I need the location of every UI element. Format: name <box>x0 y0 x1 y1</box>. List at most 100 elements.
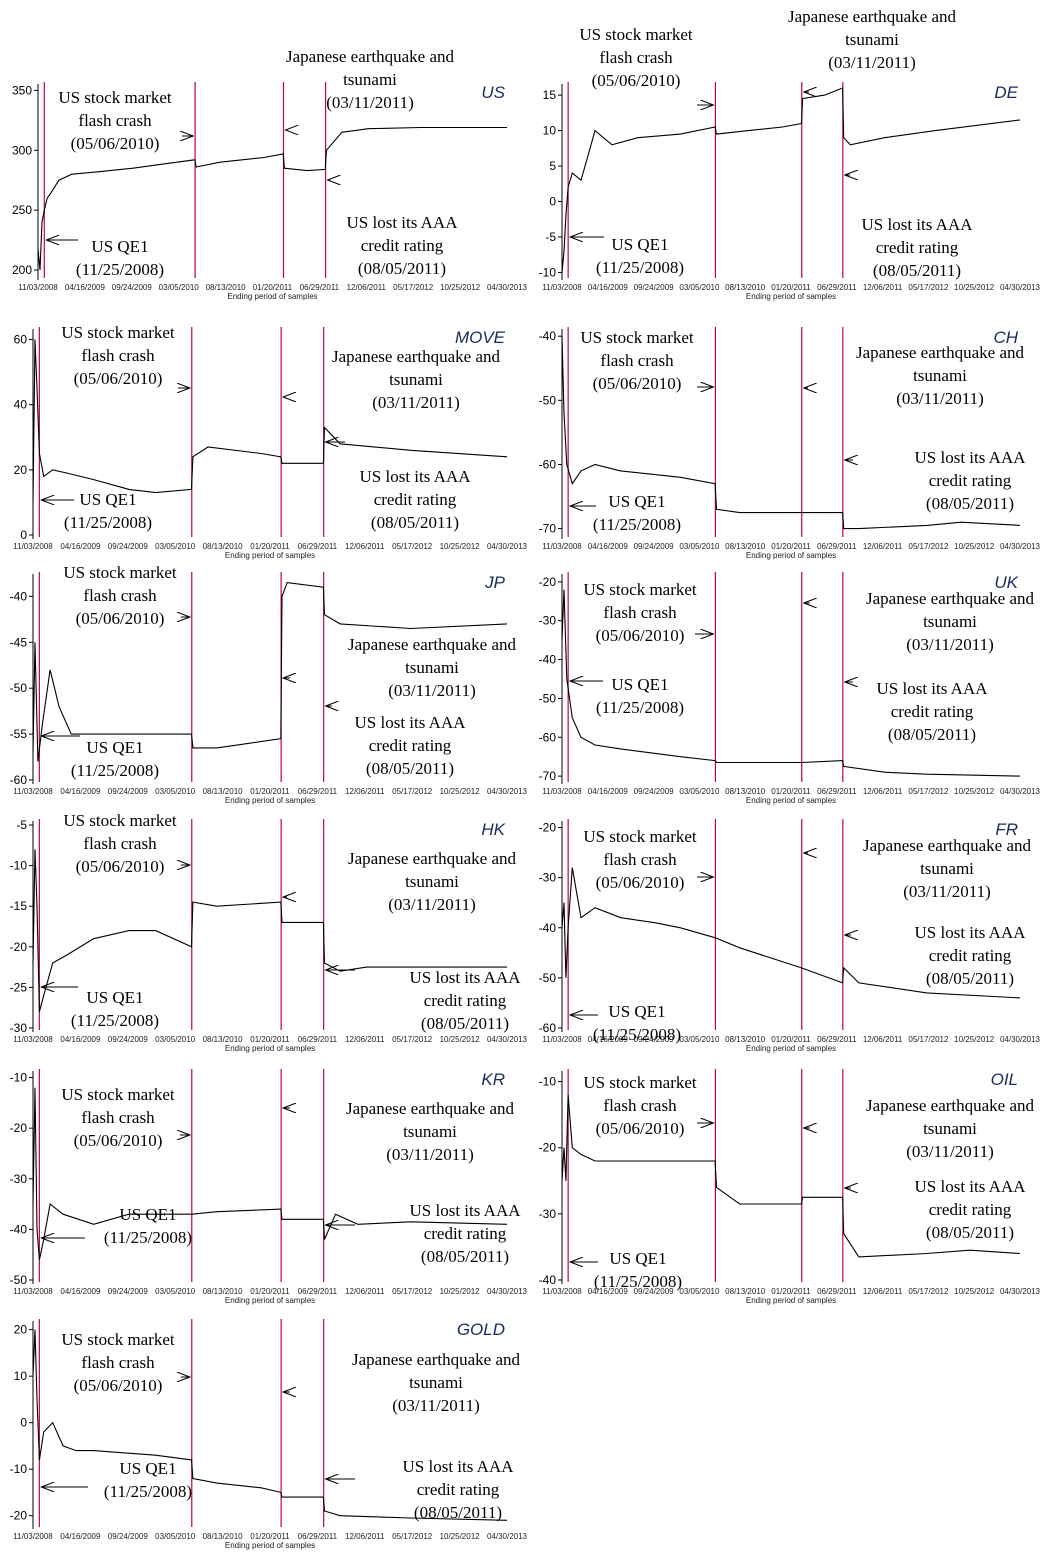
x-tick-label: 03/05/2010 <box>155 1035 196 1044</box>
annotation-text: (05/06/2010) <box>74 369 163 388</box>
annotation-text: credit rating <box>369 736 452 755</box>
x-tick-label: 12/06/2011 <box>863 1035 903 1044</box>
series-line <box>561 336 1021 530</box>
x-tick-label: 03/05/2010 <box>679 542 720 551</box>
annotation-text: tsunami <box>389 370 443 389</box>
annotation-text: US QE1 <box>608 492 665 511</box>
y-tick-label: -30 <box>539 871 557 885</box>
x-axis-label: Ending period of samples <box>746 1296 836 1305</box>
y-tick-label: -60 <box>539 457 557 471</box>
annotation-text: US stock market <box>583 827 697 846</box>
annotation-qe1: US QE1 (11/25/2008) <box>570 1249 682 1291</box>
x-tick-label: 01/20/2011 <box>250 1532 290 1541</box>
annotation-aaa: US lost its AAA credit rating (08/05/2011) <box>326 1201 521 1266</box>
annotation-text: (03/11/2011) <box>386 1145 474 1164</box>
annotation-text: US lost its AAA <box>410 968 522 987</box>
y-tick-label: -10 <box>539 265 557 279</box>
x-tick-label: 10/25/2012 <box>954 1035 995 1044</box>
y-tick-label: -30 <box>10 1021 28 1035</box>
x-tick-label: 08/13/2010 <box>203 1532 244 1541</box>
annotation-qe1: US QE1 (11/25/2008) <box>41 736 159 780</box>
chart-panel-hk: -30 -25 -20 -15 -10 -5 11/03/2008 04/16/2009 09/… <box>10 811 528 1053</box>
y-tick-label: 60 <box>14 333 28 347</box>
panel-title: GOLD <box>457 1320 505 1339</box>
annotation-text: credit rating <box>424 991 507 1010</box>
annotation-quake: Japanese earthquake and tsunami (03/11/201… <box>283 347 501 412</box>
x-tick-label: 12/06/2011 <box>345 1287 385 1296</box>
series-line <box>561 87 1021 273</box>
annotation-text: US lost its AAA <box>877 679 989 698</box>
x-tick-label: 04/16/2009 <box>60 1287 101 1296</box>
annotation-text: flash crash <box>83 834 157 853</box>
chart-panel-oil: -40 -30 -20 -10 11/03/2008 04/16/2009 09/24/20… <box>539 1069 1041 1305</box>
series-line <box>32 1329 508 1521</box>
annotation-text: tsunami <box>405 658 459 677</box>
x-tick-label: 03/05/2010 <box>159 283 200 292</box>
chart-panel-kr: -50 -40 -30 -20 -10 11/03/2008 04/16/2009 09/24… <box>10 1069 528 1305</box>
annotation-text: (05/06/2010) <box>74 1376 163 1395</box>
x-tick-label: 01/20/2011 <box>250 787 290 796</box>
y-tick-label: -30 <box>10 1172 28 1186</box>
x-tick-label: 06/29/2011 <box>817 1035 857 1044</box>
annotation-flash: US stock market flash crash (05/06/2010) <box>583 1073 713 1138</box>
annotation-text: US stock market <box>579 25 693 44</box>
annotation-qe1: US QE1 (11/25/2008) <box>570 1002 681 1044</box>
panel-title: FR <box>995 820 1018 839</box>
x-tick-label: 03/05/2010 <box>155 787 196 796</box>
annotation-flash: US stock market flash crash (05/06/2010) <box>63 563 189 628</box>
annotation-text: US lost its AAA <box>915 448 1027 467</box>
annotation-text: (03/11/2011) <box>326 93 414 112</box>
x-tick-label: 01/20/2011 <box>771 283 811 292</box>
annotation-text: (05/06/2010) <box>592 71 681 90</box>
annotation-text: (08/05/2011) <box>371 513 459 532</box>
y-tick-label: -40 <box>10 589 28 603</box>
annotation-flash: US stock market flash crash (05/06/2010) <box>61 323 189 388</box>
annotation-aaa: US lost its AAA credit rating (08/05/2011) <box>326 706 466 778</box>
annotation-flash: US stock market flash crash (05/06/2010) <box>58 88 193 153</box>
y-tick-label: -5 <box>545 230 556 244</box>
x-tick-label: 04/30/2013 <box>487 1287 528 1296</box>
x-tick-label: 01/20/2011 <box>250 1287 290 1296</box>
x-tick-label: 11/03/2008 <box>18 283 58 292</box>
x-tick-label: 08/13/2010 <box>203 787 244 796</box>
annotation-text: (03/11/2011) <box>828 53 916 72</box>
annotation-text: (05/06/2010) <box>593 374 682 393</box>
x-axis-label: Ending period of samples <box>225 796 315 805</box>
annotation-qe1: US QE1 (11/25/2008) <box>570 492 681 534</box>
annotation-text: credit rating <box>424 1224 507 1243</box>
x-tick-label: 06/29/2011 <box>298 1532 338 1541</box>
x-tick-label: 06/29/2011 <box>298 787 338 796</box>
x-tick-label: 09/24/2009 <box>634 1287 675 1296</box>
x-tick-label: 11/03/2008 <box>542 1287 582 1296</box>
annotation-text: (05/06/2010) <box>71 134 160 153</box>
annotation-text: (11/25/2008) <box>596 258 684 277</box>
x-tick-label: 04/16/2009 <box>588 542 629 551</box>
annotation-text: US QE1 <box>79 490 136 509</box>
annotation-text: flash crash <box>83 586 157 605</box>
annotation-text: (08/05/2011) <box>926 494 1014 513</box>
annotation-text: tsunami <box>920 859 974 878</box>
annotation-aaa: US lost its AAA credit rating (08/05/2011) <box>845 1177 1026 1242</box>
y-tick-label: -10 <box>10 1071 28 1085</box>
x-tick-label: 09/24/2009 <box>108 1287 149 1296</box>
annotation-text: credit rating <box>374 490 457 509</box>
annotation-flash: US stock market flash crash (05/06/2010) <box>61 1085 189 1150</box>
annotation-text: Japanese earthquake and <box>863 836 1032 855</box>
y-tick-label: 200 <box>12 263 32 277</box>
x-tick-label: 11/03/2008 <box>542 787 582 796</box>
y-tick-label: -70 <box>539 769 557 783</box>
annotation-text: Japanese earthquake and <box>332 347 501 366</box>
panel-title: US <box>481 83 505 102</box>
annotation-text: (03/11/2011) <box>388 895 476 914</box>
x-tick-label: 04/30/2013 <box>1000 542 1041 551</box>
panel-title: JP <box>484 573 506 592</box>
annotation-quake: Japanese earthquake and tsunami (03/11/201… <box>283 1350 521 1415</box>
x-tick-label: 05/17/2012 <box>908 542 949 551</box>
x-tick-label: 06/29/2011 <box>298 1287 338 1296</box>
x-tick-label: 05/17/2012 <box>393 283 434 292</box>
annotation-text: US stock market <box>580 328 694 347</box>
x-axis-label: Ending period of samples <box>227 292 317 301</box>
y-tick-label: -60 <box>539 730 557 744</box>
y-tick-label: -45 <box>10 635 28 649</box>
